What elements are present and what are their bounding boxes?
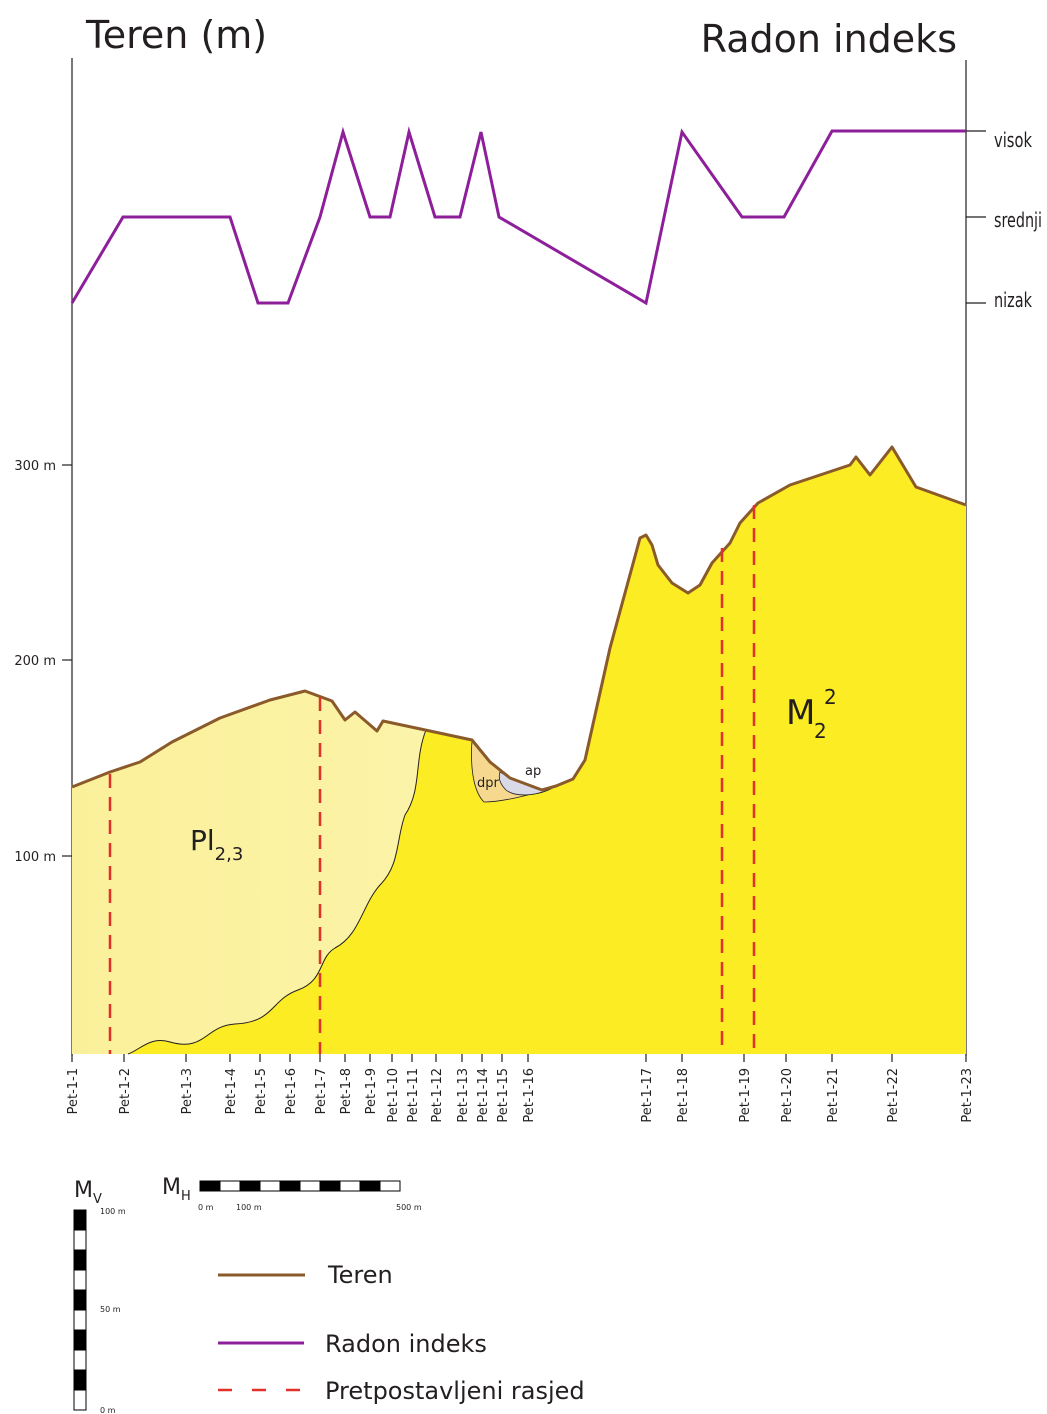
unit-subscript: 2,3 bbox=[215, 844, 244, 865]
scale-segment bbox=[379, 1180, 401, 1192]
station-label: Pet-1-12 bbox=[430, 1068, 445, 1123]
scale-segment bbox=[73, 1229, 87, 1251]
station-label: Pet-1-8 bbox=[339, 1068, 354, 1114]
scale-segment bbox=[73, 1209, 87, 1231]
scale-segment bbox=[259, 1180, 281, 1192]
scale-name: M bbox=[74, 1178, 93, 1203]
station-label: Pet-1-19 bbox=[738, 1068, 753, 1123]
pliocene-unit bbox=[72, 691, 426, 1054]
station-label: Pet-1-17 bbox=[640, 1068, 655, 1123]
station-label: Pet-1-4 bbox=[224, 1068, 239, 1114]
station-label: Pet-1-21 bbox=[826, 1068, 841, 1123]
scale-segment bbox=[359, 1180, 381, 1192]
scale-segment bbox=[199, 1180, 221, 1192]
station-label: Pet-1-16 bbox=[522, 1068, 537, 1123]
vscale-name: MV bbox=[74, 1178, 102, 1207]
station-label: Pet-1-23 bbox=[960, 1068, 975, 1123]
scale-segment bbox=[319, 1180, 341, 1192]
unit-boundary bbox=[127, 729, 427, 1055]
hscale-label: 500 m bbox=[396, 1203, 422, 1212]
station-label: Pet-1-6 bbox=[284, 1068, 299, 1114]
pliocene-label: Pl2,3 bbox=[190, 824, 243, 865]
unit-superscript: 2 bbox=[824, 685, 837, 709]
station-label: Pet-1-15 bbox=[496, 1068, 511, 1123]
vertical-scale bbox=[73, 1209, 87, 1411]
station-label: Pet-1-22 bbox=[886, 1068, 901, 1123]
legend-label: Pretpostavljeni rasjed bbox=[325, 1377, 585, 1405]
station-label: Pet-1-20 bbox=[780, 1068, 795, 1123]
station-label: Pet-1-1 bbox=[66, 1068, 81, 1114]
vscale-label: 100 m bbox=[100, 1207, 126, 1216]
station-label: Pet-1-10 bbox=[386, 1068, 401, 1123]
radon-level: nizak bbox=[994, 288, 1032, 312]
dpr-label: dpr bbox=[477, 776, 500, 791]
legend-label: Teren bbox=[327, 1261, 393, 1289]
scale-segment bbox=[73, 1349, 87, 1371]
hscale-name: MH bbox=[162, 1175, 191, 1204]
unit-subscript: 2 bbox=[814, 719, 827, 743]
radon-level: visok bbox=[994, 128, 1032, 152]
hscale-label: 100 m bbox=[236, 1203, 262, 1212]
station-label: Pet-1-11 bbox=[406, 1068, 421, 1123]
scale-segment bbox=[73, 1269, 87, 1291]
station-label: Pet-1-14 bbox=[476, 1068, 491, 1123]
vscale-label: 0 m bbox=[100, 1406, 116, 1414]
horizontal-scale bbox=[199, 1180, 401, 1192]
elevation-label: 100 m bbox=[14, 850, 56, 865]
vscale-label: 50 m bbox=[100, 1305, 121, 1314]
stations: Pet-1-1 Pet-1-2 Pet-1-3 Pet-1-4 Pet-1-5 Pet-1… bbox=[66, 1054, 975, 1123]
scale-segment bbox=[339, 1180, 361, 1192]
faults bbox=[108, 505, 756, 1054]
station-label: Pet-1-13 bbox=[456, 1068, 471, 1123]
elevation-label: 300 m bbox=[14, 459, 56, 474]
scale-name: M bbox=[162, 1175, 181, 1200]
unit-name: Pl bbox=[190, 824, 215, 857]
radon-level: srednji bbox=[994, 208, 1042, 232]
scale-segment bbox=[279, 1180, 301, 1192]
station-label: Pet-1-9 bbox=[364, 1068, 379, 1114]
radon-line bbox=[70, 126, 966, 306]
left-title: Teren (m) bbox=[85, 13, 267, 57]
scale-segment bbox=[73, 1249, 87, 1271]
scale-segment bbox=[239, 1180, 261, 1192]
right-title: Radon indeks bbox=[701, 17, 957, 61]
station-label: Pet-1-3 bbox=[180, 1068, 195, 1114]
legend-label: Radon indeks bbox=[325, 1330, 487, 1358]
scale-segment bbox=[73, 1389, 87, 1411]
terrain-line bbox=[71, 445, 967, 792]
scale-segment bbox=[73, 1329, 87, 1351]
station-label: Pet-1-5 bbox=[254, 1068, 269, 1114]
ap-label: ap bbox=[525, 764, 541, 779]
scale-segment bbox=[73, 1289, 87, 1311]
scale-segment bbox=[219, 1180, 241, 1192]
scale-segment bbox=[73, 1309, 87, 1331]
station-label: Pet-1-18 bbox=[676, 1068, 691, 1123]
station-label: Pet-1-2 bbox=[118, 1068, 133, 1114]
station-label: Pet-1-7 bbox=[314, 1068, 329, 1114]
unit-name: M bbox=[786, 693, 815, 733]
hscale-label: 0 m bbox=[198, 1203, 214, 1212]
miocene-label: M2 2 bbox=[786, 685, 837, 743]
scale-segment bbox=[299, 1180, 321, 1192]
scale-segment bbox=[73, 1369, 87, 1391]
scale-subscript: H bbox=[181, 1189, 191, 1204]
scale-subscript: V bbox=[93, 1192, 102, 1207]
elevation-label: 200 m bbox=[14, 654, 56, 669]
